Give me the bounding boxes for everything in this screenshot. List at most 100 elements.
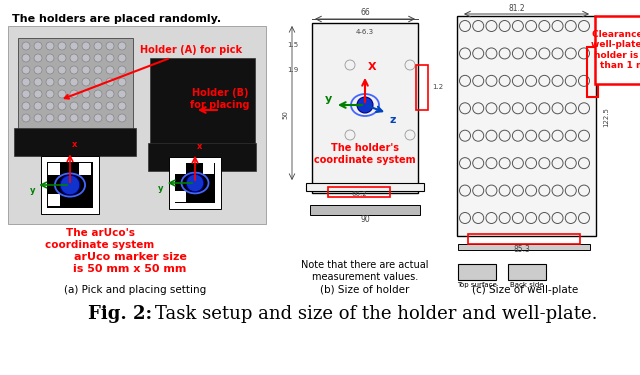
Circle shape [70, 78, 78, 86]
Circle shape [70, 42, 78, 50]
Circle shape [82, 78, 90, 86]
Bar [312, 23, 418, 193]
Circle shape [58, 54, 66, 62]
Circle shape [118, 42, 126, 50]
Bar [148, 143, 256, 171]
Bar [14, 128, 136, 156]
Bar [457, 16, 596, 236]
Circle shape [58, 66, 66, 74]
Circle shape [82, 114, 90, 122]
Circle shape [22, 90, 30, 98]
Text: 85.3: 85.3 [513, 245, 530, 254]
Text: 4-6.3: 4-6.3 [356, 29, 374, 35]
Text: The holders are placed randomly.: The holders are placed randomly. [12, 14, 221, 24]
Circle shape [46, 114, 54, 122]
Bar [458, 264, 496, 280]
Text: y: y [158, 184, 163, 193]
Circle shape [186, 174, 204, 192]
Circle shape [118, 54, 126, 62]
Circle shape [58, 42, 66, 50]
Text: (a) Pick and placing setting: (a) Pick and placing setting [64, 285, 206, 295]
Text: 1.5: 1.5 [287, 42, 298, 48]
Text: The holder's
coordinate system: The holder's coordinate system [314, 143, 416, 165]
Circle shape [106, 102, 114, 110]
Bar [328, 187, 390, 197]
Bar [416, 65, 428, 110]
Bar [204, 163, 214, 174]
Circle shape [106, 90, 114, 98]
Text: Clearance b/w
well-plate and
holder is less
than 1 mm: Clearance b/w well-plate and holder is l… [591, 30, 640, 70]
Circle shape [22, 78, 30, 86]
Circle shape [118, 114, 126, 122]
Text: Top surface: Top surface [457, 282, 497, 288]
Circle shape [46, 102, 54, 110]
Circle shape [46, 66, 54, 74]
Circle shape [34, 114, 42, 122]
Bar [47, 162, 93, 208]
Bar [48, 194, 60, 206]
Circle shape [22, 54, 30, 62]
Text: Task setup and size of the holder and well-plate.: Task setup and size of the holder and we… [155, 305, 598, 323]
Circle shape [82, 54, 90, 62]
Bar [175, 163, 186, 174]
Circle shape [94, 54, 102, 62]
Text: 90: 90 [360, 215, 370, 224]
Circle shape [82, 90, 90, 98]
Bar [169, 157, 221, 209]
Circle shape [34, 54, 42, 62]
Circle shape [94, 90, 102, 98]
Circle shape [22, 42, 30, 50]
Circle shape [34, 102, 42, 110]
Text: Note that there are actual
measurement values.: Note that there are actual measurement v… [301, 260, 429, 282]
Circle shape [46, 42, 54, 50]
Text: 66: 66 [360, 8, 370, 17]
Circle shape [94, 66, 102, 74]
Bar [508, 264, 546, 280]
Circle shape [22, 114, 30, 122]
Circle shape [106, 78, 114, 86]
Circle shape [70, 90, 78, 98]
Circle shape [58, 102, 66, 110]
Circle shape [34, 66, 42, 74]
Text: (b) Size of holder: (b) Size of holder [320, 285, 410, 295]
Circle shape [70, 114, 78, 122]
Circle shape [106, 66, 114, 74]
Circle shape [106, 54, 114, 62]
Text: 1.2: 1.2 [432, 84, 443, 90]
Circle shape [34, 78, 42, 86]
Bar [48, 163, 60, 175]
Bar [79, 163, 92, 175]
Bar [175, 191, 186, 202]
Circle shape [106, 114, 114, 122]
Bar [587, 47, 598, 97]
Circle shape [82, 102, 90, 110]
Text: Back side: Back side [510, 282, 544, 288]
Bar [8, 26, 266, 224]
Text: 66.2: 66.2 [351, 191, 367, 197]
Circle shape [46, 54, 54, 62]
Circle shape [118, 102, 126, 110]
Text: y: y [325, 94, 332, 104]
Circle shape [22, 66, 30, 74]
Circle shape [58, 114, 66, 122]
Text: arUco marker size
is 50 mm x 50 mm: arUco marker size is 50 mm x 50 mm [74, 252, 187, 274]
Text: x: x [72, 140, 77, 149]
Circle shape [94, 114, 102, 122]
Circle shape [22, 102, 30, 110]
Circle shape [82, 66, 90, 74]
Circle shape [34, 90, 42, 98]
Circle shape [70, 66, 78, 74]
Circle shape [118, 66, 126, 74]
Text: Holder (A) for pick: Holder (A) for pick [65, 45, 242, 99]
Bar [310, 205, 420, 215]
Circle shape [34, 42, 42, 50]
Text: 2.6: 2.6 [603, 69, 614, 75]
Text: 1.9: 1.9 [287, 67, 298, 73]
Circle shape [46, 90, 54, 98]
Circle shape [70, 54, 78, 62]
Bar [468, 234, 580, 244]
Text: z: z [389, 115, 396, 125]
Text: 81.2: 81.2 [508, 4, 525, 13]
Text: 122.5: 122.5 [603, 107, 609, 127]
Circle shape [94, 78, 102, 86]
